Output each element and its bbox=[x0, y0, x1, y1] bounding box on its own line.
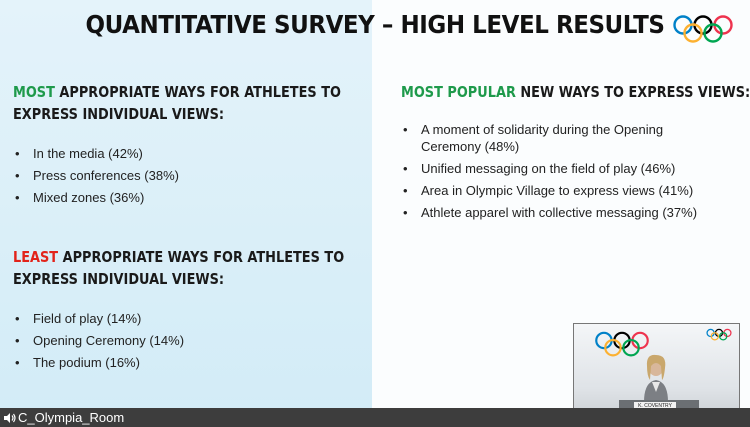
slide-title: QUANTITATIVE SURVEY – HIGH LEVEL RESULTS bbox=[85, 10, 665, 39]
most-appropriate-heading: MOST APPROPRIATE WAYS FOR ATHLETES TO EX… bbox=[13, 81, 341, 125]
most-popular-highlight: MOST POPULAR bbox=[401, 83, 516, 101]
room-name-label: C_Olympia_Room bbox=[18, 410, 125, 425]
backdrop-rings-icon bbox=[595, 331, 649, 357]
list-item: The podium (16%) bbox=[13, 352, 184, 374]
least-appropriate-heading: LEAST APPROPRIATE WAYS FOR ATHLETES TO E… bbox=[13, 246, 344, 290]
speaker-person bbox=[644, 354, 668, 402]
list-item: Area in Olympic Village to express views… bbox=[401, 182, 701, 199]
least-appropriate-heading-line2: EXPRESS INDIVIDUAL VIEWS: bbox=[13, 270, 225, 288]
most-popular-list: A moment of solidarity during the Openin… bbox=[401, 121, 701, 226]
list-item: Field of play (14%) bbox=[13, 308, 184, 330]
most-highlight: MOST bbox=[13, 83, 55, 101]
most-appropriate-heading-line1: APPROPRIATE WAYS FOR ATHLETES TO bbox=[59, 83, 341, 101]
speaker-video-feed[interactable]: K. COVENTRY bbox=[573, 323, 740, 417]
most-popular-heading-rest: NEW WAYS TO EXPRESS VIEWS: bbox=[520, 83, 750, 101]
list-item: Unified messaging on the field of play (… bbox=[401, 160, 701, 177]
olympic-rings-logo bbox=[673, 15, 733, 43]
most-appropriate-heading-line2: EXPRESS INDIVIDUAL VIEWS: bbox=[13, 105, 225, 123]
list-item: A moment of solidarity during the Openin… bbox=[401, 121, 701, 155]
least-appropriate-heading-line1: APPROPRIATE WAYS FOR ATHLETES TO bbox=[62, 248, 345, 266]
list-item: Athlete apparel with collective messagin… bbox=[401, 204, 701, 221]
backdrop-rings-small-icon bbox=[706, 328, 732, 341]
most-appropriate-list: In the media (42%) Press conferences (38… bbox=[13, 143, 179, 209]
speaker-icon[interactable] bbox=[3, 411, 17, 425]
speaker-nameplate: K. COVENTRY bbox=[634, 402, 676, 410]
most-popular-heading: MOST POPULAR NEW WAYS TO EXPRESS VIEWS: bbox=[401, 81, 750, 103]
least-appropriate-list: Field of play (14%) Opening Ceremony (14… bbox=[13, 308, 184, 374]
list-item: In the media (42%) bbox=[13, 143, 179, 165]
list-item: Opening Ceremony (14%) bbox=[13, 330, 184, 352]
list-item: Mixed zones (36%) bbox=[13, 187, 179, 209]
list-item: Press conferences (38%) bbox=[13, 165, 179, 187]
least-highlight: LEAST bbox=[13, 248, 59, 266]
room-name-bar: C_Olympia_Room bbox=[0, 408, 750, 427]
